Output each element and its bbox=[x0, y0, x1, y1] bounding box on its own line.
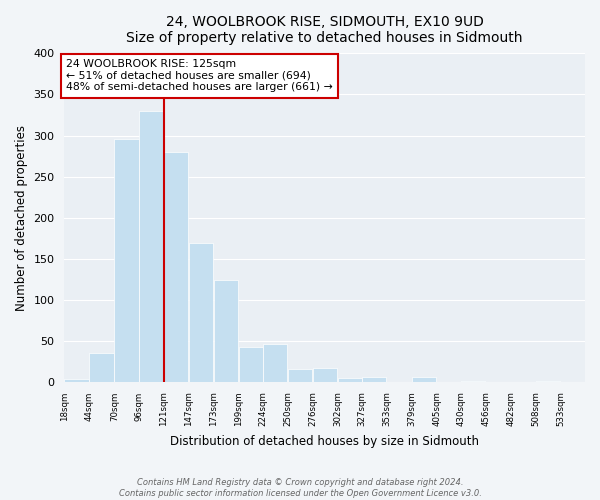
Bar bbox=[164, 152, 188, 382]
Bar bbox=[139, 111, 164, 382]
Text: 24 WOOLBROOK RISE: 125sqm
← 51% of detached houses are smaller (694)
48% of semi: 24 WOOLBROOK RISE: 125sqm ← 51% of detac… bbox=[67, 59, 333, 92]
Bar bbox=[188, 244, 213, 382]
Bar bbox=[239, 347, 263, 382]
Bar bbox=[89, 352, 114, 382]
Bar bbox=[338, 378, 362, 382]
Title: 24, WOOLBROOK RISE, SIDMOUTH, EX10 9UD
Size of property relative to detached hou: 24, WOOLBROOK RISE, SIDMOUTH, EX10 9UD S… bbox=[127, 15, 523, 45]
Bar bbox=[214, 280, 238, 382]
Bar bbox=[64, 379, 89, 382]
Bar bbox=[362, 376, 386, 382]
Bar bbox=[412, 378, 436, 382]
Bar bbox=[461, 380, 485, 382]
X-axis label: Distribution of detached houses by size in Sidmouth: Distribution of detached houses by size … bbox=[170, 434, 479, 448]
Bar bbox=[313, 368, 337, 382]
Bar bbox=[287, 369, 312, 382]
Bar bbox=[115, 139, 139, 382]
Bar bbox=[536, 380, 560, 382]
Y-axis label: Number of detached properties: Number of detached properties bbox=[15, 125, 28, 311]
Text: Contains HM Land Registry data © Crown copyright and database right 2024.
Contai: Contains HM Land Registry data © Crown c… bbox=[119, 478, 481, 498]
Bar bbox=[263, 344, 287, 383]
